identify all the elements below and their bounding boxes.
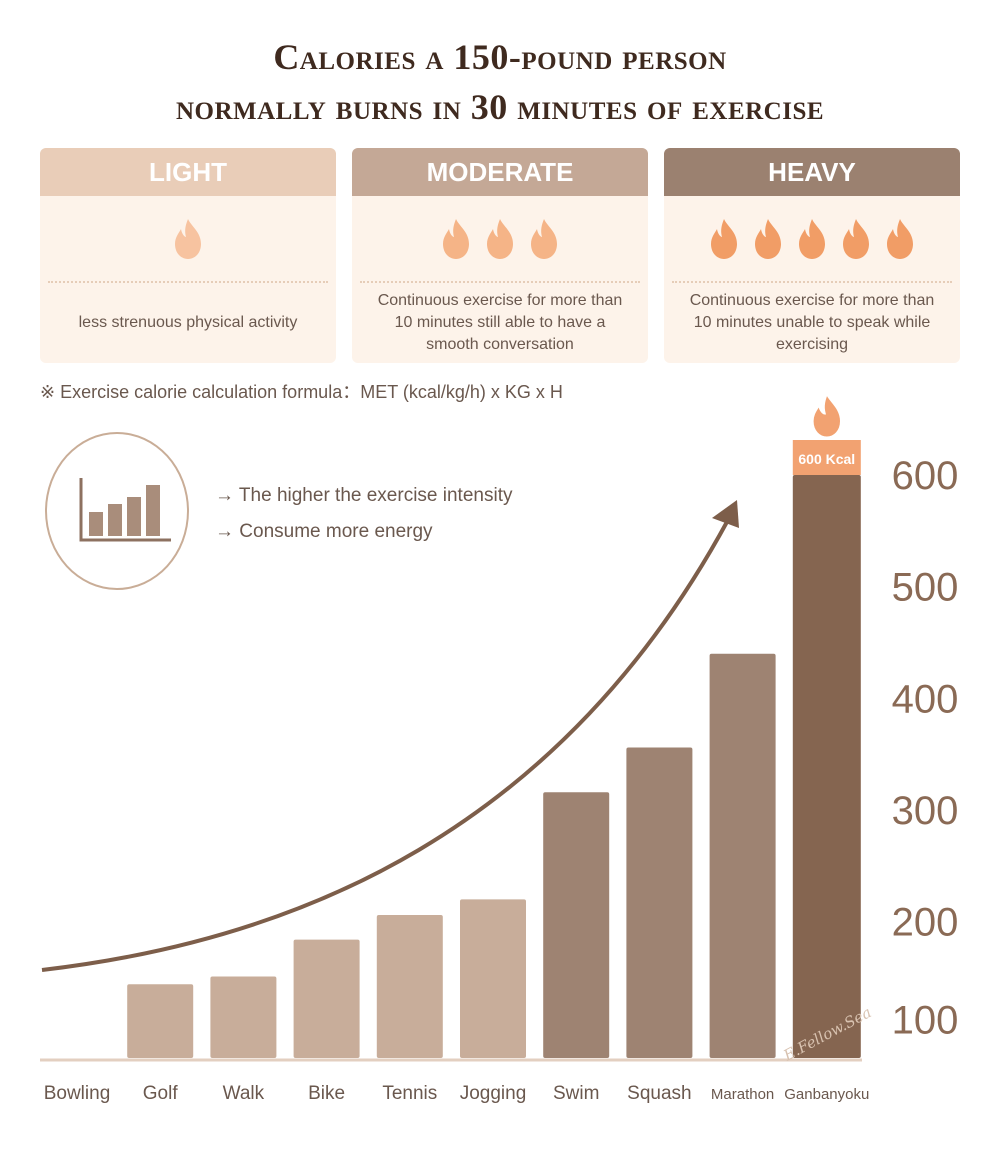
- x-tick-label: Golf: [143, 1083, 179, 1104]
- card-heavy-label: HEAVY: [664, 148, 960, 196]
- flame-icon: [487, 218, 513, 259]
- bar-jogging: [460, 899, 526, 1058]
- y-tick-label: 600: [892, 454, 959, 498]
- x-tick-label: Bowling: [44, 1083, 111, 1104]
- bar-ganbanyoku: [792, 475, 861, 1058]
- annotation-label: 600 Kcal: [798, 451, 855, 467]
- card-divider: [48, 281, 328, 283]
- card-light-flames: [40, 196, 336, 281]
- x-tick-label: Swim: [553, 1083, 599, 1104]
- chart-title: Calories a 150-pound person normally bur…: [0, 32, 1000, 132]
- x-tick-label: Tennis: [382, 1083, 437, 1104]
- bar-walk: [210, 976, 277, 1058]
- y-tick-label: 500: [892, 566, 959, 610]
- card-heavy-description: Continuous exercise for more than 10 min…: [689, 292, 935, 353]
- x-tick-label: Marathon: [711, 1086, 774, 1103]
- flame-icon: [887, 218, 913, 259]
- x-tick-label: Bike: [308, 1083, 345, 1104]
- card-light: LIGHT less strenuous physical activity: [40, 148, 336, 363]
- bar-golf: [127, 984, 194, 1058]
- card-divider: [672, 281, 952, 283]
- y-tick-label: 400: [892, 677, 959, 721]
- x-tick-label: Jogging: [460, 1083, 527, 1104]
- title-line-1: Calories a 150-pound person: [273, 37, 727, 77]
- y-tick-label: 300: [892, 789, 959, 833]
- flame-icon: [443, 218, 469, 259]
- bar-chart-icon: [45, 432, 189, 590]
- fire-icon: [811, 390, 843, 439]
- card-light-description: less strenuous physical activity: [78, 314, 298, 331]
- bar-swim: [543, 792, 610, 1058]
- flame-icon: [711, 218, 737, 259]
- card-moderate-description: Continuous exercise for more than 10 min…: [377, 292, 623, 353]
- flame-icon: [755, 218, 781, 259]
- card-moderate: MODERATE Continuous exercise for more th…: [352, 148, 648, 363]
- trend-arrow: [41, 519, 730, 972]
- flame-icon: [175, 218, 201, 259]
- bar-tennis: [376, 915, 443, 1058]
- card-heavy-flames: [664, 196, 960, 281]
- card-moderate-flames: [352, 196, 648, 281]
- x-tick-label: Walk: [223, 1083, 265, 1104]
- trend-arrow-head: [712, 500, 739, 528]
- y-tick-label: 100: [892, 998, 959, 1042]
- formula-note: ※ Exercise calorie calculation formula：M…: [40, 382, 563, 402]
- note-intensity: → The higher the exercise intensity: [215, 485, 513, 506]
- x-tick-label: Ganbanyoku: [784, 1086, 869, 1103]
- card-light-label: LIGHT: [40, 148, 336, 196]
- bar-marathon: [709, 653, 776, 1058]
- bar-squash: [626, 747, 693, 1058]
- title-line-2: normally burns in 30 minutes of exercise: [175, 87, 825, 127]
- card-divider: [360, 281, 640, 283]
- flame-icon: [843, 218, 869, 259]
- bar-bike: [293, 939, 360, 1058]
- note-energy: → Consume more energy: [215, 521, 433, 542]
- annotation-box: [792, 440, 861, 475]
- y-tick-label: 200: [892, 901, 959, 945]
- flame-icon: [799, 218, 825, 259]
- card-moderate-label: MODERATE: [352, 148, 648, 196]
- card-heavy: HEAVY Continuous exercise for more than …: [664, 148, 960, 363]
- intensity-cards: LIGHT less strenuous physical activity M…: [40, 148, 960, 363]
- x-tick-label: Squash: [627, 1083, 691, 1104]
- flame-icon: [531, 218, 557, 259]
